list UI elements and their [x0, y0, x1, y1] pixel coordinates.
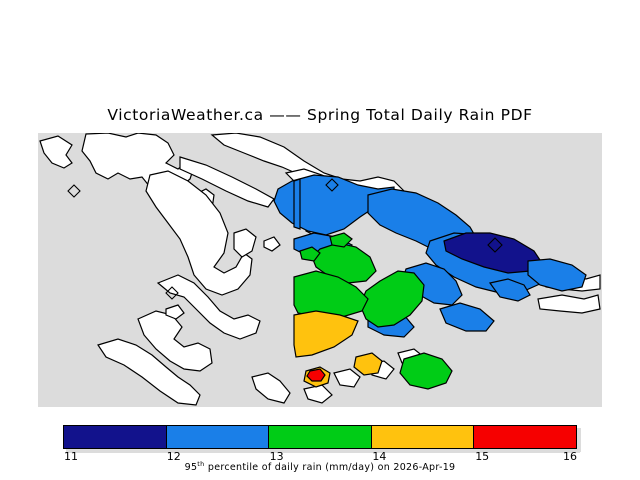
- colorbar-segment-15-16[interactable]: [474, 426, 576, 448]
- colorbar-segment-14-15[interactable]: [371, 426, 475, 448]
- station-marker-north: [325, 178, 339, 192]
- water-bottom-b: [333, 368, 361, 388]
- water-strait-arm: [179, 156, 275, 208]
- colorbar-tick-1: 12: [166, 450, 181, 463]
- colorbar-tick-5: 16: [563, 450, 577, 463]
- region-central-green-island: [311, 242, 377, 284]
- colorbar-segment-13-14[interactable]: [269, 426, 372, 448]
- water-sw-inlet: [97, 338, 201, 406]
- region-se-blue-islet-c: [488, 278, 531, 302]
- colorbar-segments[interactable]: [63, 425, 577, 449]
- region-left-blue-sliver: [293, 178, 301, 230]
- water-blob-a: [165, 304, 185, 320]
- water-far-right-notch: [537, 294, 601, 314]
- water-central: [145, 170, 253, 296]
- colorbar-tick-labels: 11 12 13 14 15 16: [63, 450, 583, 464]
- colorbar-shadow-bottom: [66, 449, 580, 453]
- colorbar-caption: 95th percentile of daily rain (mm/day) o…: [0, 460, 640, 473]
- station-marker-central: [165, 286, 179, 300]
- region-green-sliver-a: [299, 246, 321, 262]
- water-mid-inlet: [156, 274, 261, 340]
- colorbar[interactable]: [63, 425, 581, 453]
- water-nw-lake: [39, 135, 73, 169]
- colorbar-tick-3: 14: [372, 450, 387, 463]
- water-blob-b: [263, 236, 281, 252]
- station-markers-layer: [67, 178, 503, 300]
- region-far-right-blue: [527, 258, 587, 292]
- caption-prefix: 95: [184, 462, 198, 474]
- region-northwest-strait-band: [273, 174, 395, 236]
- region-southern-green-island: [399, 352, 453, 390]
- map-svg: [39, 133, 601, 406]
- map-canvas[interactable]: [38, 133, 602, 407]
- colorbar-tick-4: 15: [475, 450, 490, 463]
- colorbar-segment-12-13[interactable]: [166, 426, 270, 448]
- station-marker-east: [487, 237, 503, 253]
- caption-superscript: th: [197, 460, 205, 468]
- station-marker-nw: [67, 184, 81, 198]
- colorbar-tick-0: 11: [64, 450, 78, 463]
- colorbar-segment-11-12[interactable]: [64, 426, 167, 448]
- colorbar-tick-2: 13: [269, 450, 284, 463]
- region-small-amber-islet: [353, 352, 383, 376]
- region-large-island-amber: [293, 310, 359, 358]
- colorbar-shadow-right: [577, 428, 581, 452]
- region-green-sliver-b: [329, 232, 353, 248]
- region-se-blue-islet-a: [439, 302, 495, 332]
- caption-rest: percentile of daily rain (mm/day) on 202…: [204, 462, 456, 474]
- region-large-island-green: [293, 270, 369, 318]
- page-title: VictoriaWeather.ca —— Spring Total Daily…: [107, 106, 533, 124]
- region-long-green-island: [359, 270, 425, 328]
- region-red-hotspot-core: [306, 368, 326, 382]
- water-inner-channel: [233, 228, 257, 258]
- data-regions-layer: [273, 174, 587, 390]
- water-bottom-a: [251, 372, 291, 404]
- water-bottom-d: [303, 384, 333, 404]
